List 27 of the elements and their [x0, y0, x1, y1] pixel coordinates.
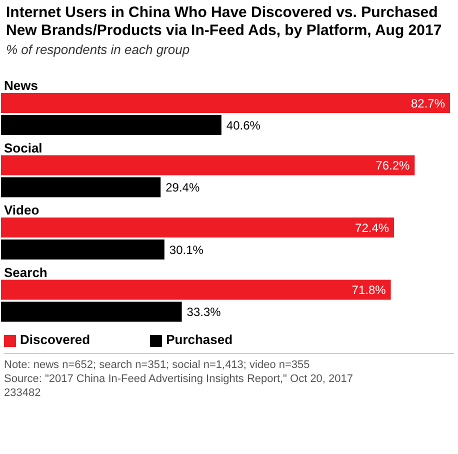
- text: Note: news n=652; search n=351; social n=1,413; video n=355: [4, 358, 311, 372]
- bar: [1, 218, 394, 238]
- bar: [1, 177, 161, 198]
- data-label: 40.6%: [226, 118, 261, 132]
- y-tick-label: News: [4, 78, 38, 94]
- legend-label: Purchased: [166, 332, 233, 347]
- bar: [1, 240, 164, 260]
- data-label: 29.4%: [166, 180, 200, 195]
- data-label: 30.1%: [169, 242, 204, 257]
- bar: [1, 302, 182, 322]
- bar: [1, 155, 415, 176]
- y-tick-label: Search: [4, 264, 48, 280]
- bar: [1, 280, 391, 300]
- chart-title: Internet Users in China Who Have Discovered vs. Purchased New Brands/Products via In-Feed Ads, by Platform, Aug 2017: [5, 3, 443, 40]
- y-tick-label: Social: [4, 140, 42, 156]
- bar: [1, 115, 222, 135]
- data-label: 33.3%: [186, 305, 222, 320]
- legend-label: Discovered: [20, 332, 90, 347]
- data-label: 72.4%: [355, 220, 390, 235]
- data-label: 76.2%: [376, 158, 410, 173]
- text: 233482: [4, 386, 42, 400]
- chart-subtitle: % of respondents in each group: [5, 41, 191, 57]
- y-tick-label: Video: [4, 202, 40, 218]
- data-label: 82.7%: [410, 96, 446, 110]
- data-label: 71.8%: [352, 283, 386, 298]
- bar: [1, 93, 450, 113]
- source-note: Source: "2017 China In-Feed Advertising Insights Report," Oct 20, 2017: [4, 372, 354, 386]
